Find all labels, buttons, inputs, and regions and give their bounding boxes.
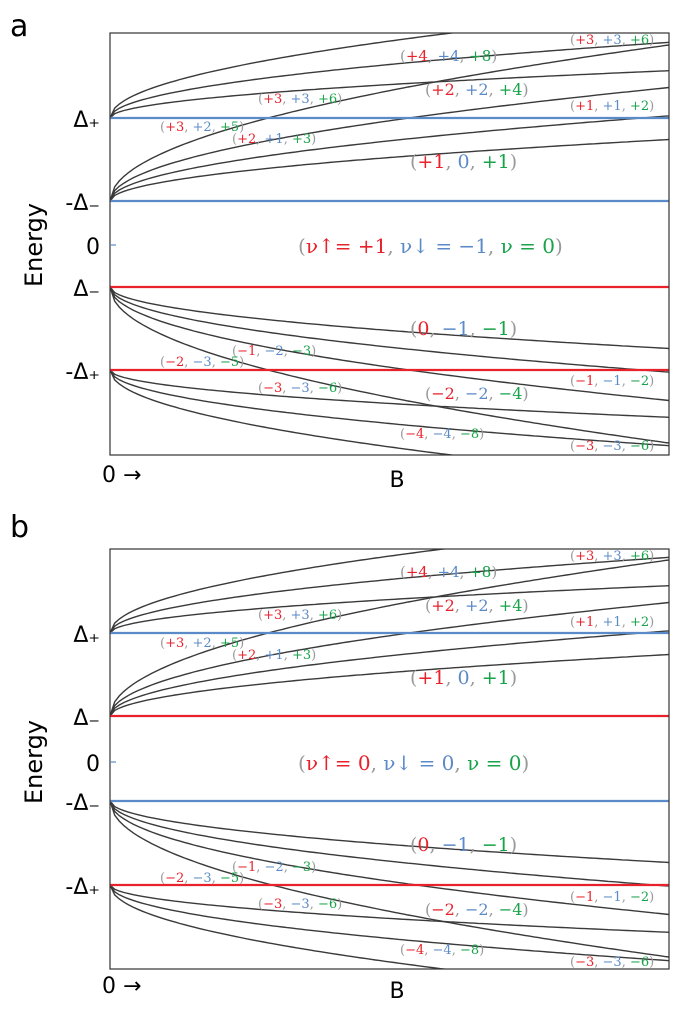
level-index-label: (+3, +3, +6) <box>570 549 654 564</box>
ytick-label: 0 <box>86 235 100 260</box>
plot-frame <box>109 32 670 456</box>
landau-level-curve <box>110 138 669 202</box>
landau-level-curve <box>110 549 450 634</box>
level-index-label: (−1, −2, −3) <box>232 344 316 359</box>
y-axis-label: Energy <box>20 203 48 287</box>
landau-level-curve <box>110 369 669 447</box>
landau-level-curve <box>110 800 669 887</box>
level-index-label: (−1, −1, −2) <box>570 374 654 389</box>
panel-b: b Δ₊ Δ₋ 0 -Δ₋ -Δ₊ Energy 0 → B (ν↑= 0, ν↓ = 0, ν … <box>10 510 670 1004</box>
landau-level-curve <box>110 286 669 373</box>
landau-level-curve <box>110 41 669 119</box>
x-axis-label: B <box>389 468 404 493</box>
level-index-label: (+2, +2, +4) <box>425 80 529 99</box>
level-index-label: (−3, −3, −6) <box>570 439 654 454</box>
level-index-label: (0, −1, −1) <box>410 318 517 340</box>
level-index-label: (+3, +3, +6) <box>258 92 342 107</box>
landau-level-curve <box>110 884 669 962</box>
landau-level-curve <box>110 70 669 119</box>
ytick-label: Δ₊ <box>73 108 100 133</box>
landau-level-curve <box>110 33 458 119</box>
level-index-label: (+4, +4, +8) <box>400 563 497 581</box>
level-index-label: (−2, −3, −5) <box>160 355 244 370</box>
landau-level-curve <box>110 884 450 969</box>
ytick-label: Δ₋ <box>73 706 100 731</box>
level-index-label: (+2, +1, +3) <box>232 648 316 663</box>
landau-level-curve <box>110 585 669 634</box>
level-index-label: (−2, −2, −4) <box>425 384 529 403</box>
landau-level-curve <box>110 369 458 455</box>
landau-level-curve <box>110 86 669 202</box>
plot-frame <box>109 548 670 970</box>
landau-level-curve <box>110 556 669 634</box>
x-axis-label: B <box>389 979 404 1004</box>
landau-level-curve <box>110 369 669 418</box>
landau-level-curve <box>110 559 669 717</box>
ytick-label: 0 <box>86 752 100 777</box>
level-index-label: (+3, +3, +6) <box>258 608 342 623</box>
level-index-label: (−3, −3, −6) <box>258 897 342 912</box>
level-index-label: (−2, −2, −4) <box>425 900 529 919</box>
landau-level-curve <box>110 286 669 444</box>
level-index-label: (+3, +2, +5) <box>160 120 244 135</box>
level-index-label: (+1, 0, +1) <box>410 151 517 173</box>
filling-factor-label: (ν↑= 0, ν↓ = 0, ν = 0) <box>298 751 529 775</box>
landau-level-curve <box>110 630 669 717</box>
level-index-label: (−4, −4, −8) <box>400 943 484 958</box>
filling-factor-label: (ν↑= +1, ν↓ = −1, ν = 0) <box>298 234 563 258</box>
level-index-label: (+3, +2, +5) <box>160 636 244 651</box>
level-index-label: (+4, +4, +8) <box>400 47 497 65</box>
level-index-label: (−1, −1, −2) <box>570 890 654 905</box>
landau-curves <box>110 549 669 969</box>
ytick-label: -Δ₊ <box>65 360 100 385</box>
ytick-label: Δ₊ <box>73 623 100 648</box>
landau-level-curve <box>110 286 669 402</box>
landau-level-curve <box>110 115 669 202</box>
level-index-label: (+2, +2, +4) <box>425 596 529 615</box>
level-index-label: (+3, +3, +6) <box>570 33 654 48</box>
x-origin-label: 0 → <box>102 974 141 999</box>
level-index-label: (0, −1, −1) <box>410 834 517 856</box>
landau-level-curve <box>110 44 669 202</box>
level-index-label: (−3, −3, −6) <box>570 955 654 970</box>
level-index-label: (+2, +1, +3) <box>232 132 316 147</box>
ytick-label: -Δ₋ <box>65 791 100 816</box>
landau-level-curve <box>110 800 669 916</box>
level-index-label: (−1, −2, −3) <box>232 860 316 875</box>
level-index-label: (−2, −3, −5) <box>160 871 244 886</box>
landau-level-curve <box>110 653 669 717</box>
level-index-label: (+1, 0, +1) <box>410 667 517 689</box>
x-origin-label: 0 → <box>102 463 141 488</box>
level-index-label: (+1, +1, +2) <box>570 99 654 114</box>
landau-level-curve <box>110 601 669 717</box>
ytick-label: -Δ₋ <box>65 191 100 216</box>
landau-curves <box>110 33 669 455</box>
level-index-label: (−3, −3, −6) <box>258 381 342 396</box>
level-index-label: (+1, +1, +2) <box>570 615 654 630</box>
ytick-label: -Δ₊ <box>65 875 100 900</box>
panel-a: a Δ₊ -Δ₋ 0 Δ₋ -Δ₊ Energy 0 → B (ν↑= +1, ν↓ = −1, … <box>10 9 670 493</box>
landau-level-curve <box>110 884 669 933</box>
landau-level-curve <box>110 800 669 864</box>
ytick-label: Δ₋ <box>73 277 100 302</box>
landau-level-curve <box>110 286 669 350</box>
panel-letter: b <box>10 510 29 545</box>
landau-level-curve <box>110 800 669 958</box>
panel-letter: a <box>10 9 28 44</box>
level-index-label: (−4, −4, −8) <box>400 427 484 442</box>
y-axis-label: Energy <box>20 720 48 804</box>
